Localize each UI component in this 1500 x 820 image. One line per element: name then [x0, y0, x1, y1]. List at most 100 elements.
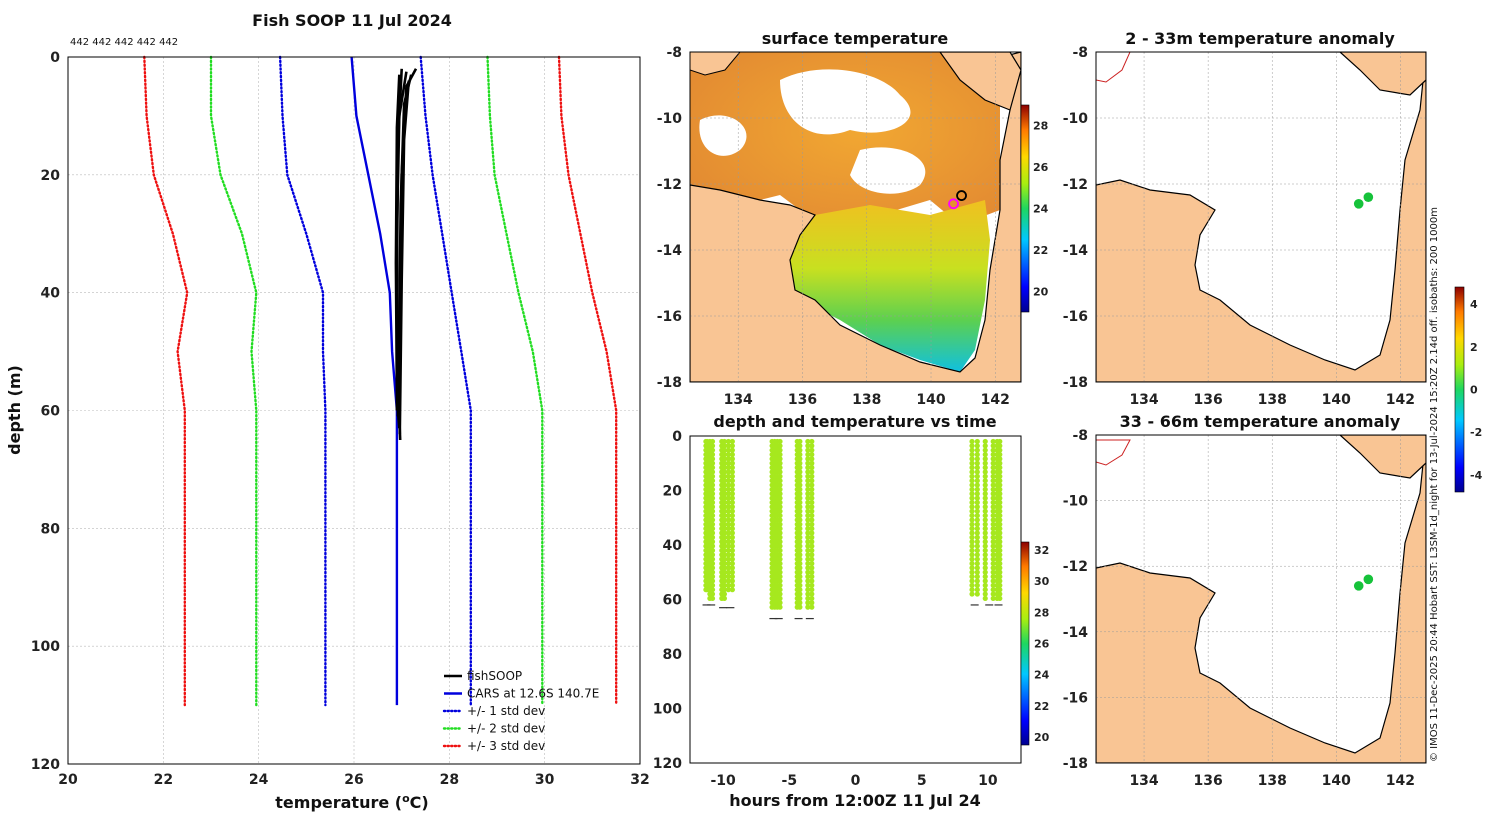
cast-point [809, 473, 815, 479]
lat-tick-label: -14 [1063, 243, 1089, 259]
cast-point [797, 556, 803, 562]
time-y-ticks: 0 20 40 60 80 100 120 [653, 429, 682, 772]
cast-point [709, 569, 716, 575]
cast-point [777, 438, 783, 445]
cast-point [721, 465, 728, 471]
cast-point [974, 508, 980, 514]
cast-point [805, 543, 811, 549]
cast-point [729, 451, 735, 458]
cast-point [797, 600, 803, 606]
cast-point [990, 495, 996, 501]
cast-point [729, 569, 735, 575]
legend-label: fishSOOP [467, 669, 522, 683]
profile-x-label: temperature (oC) [275, 792, 428, 813]
anomaly-map-lower: 33 - 66m temperature anomaly 134 136 138 14… [1063, 412, 1427, 789]
time-colorbar [1020, 541, 1030, 746]
cast-point [721, 543, 728, 549]
cast-point [969, 504, 975, 510]
cast-point [729, 526, 735, 532]
cast-point [709, 478, 716, 484]
x-tick-label: 28 [440, 772, 459, 788]
cast-point [729, 447, 735, 453]
cast-point [974, 530, 980, 536]
cast-point [797, 482, 803, 488]
cast-point [777, 526, 783, 532]
cast-point [729, 478, 735, 484]
cast-point [997, 495, 1003, 501]
cast-point [797, 552, 803, 558]
colorbar-tick-label: 28 [1033, 120, 1048, 133]
cast-point [809, 491, 815, 497]
cast-point [990, 565, 996, 571]
cast-point [805, 504, 811, 510]
cast-point [721, 565, 728, 571]
cast-point [990, 543, 996, 549]
cast-point [982, 465, 988, 471]
cast-point [709, 547, 716, 554]
land-mass [1096, 435, 1426, 763]
colorbar-tick-label: 32 [1034, 544, 1049, 557]
cast-point [809, 547, 815, 554]
cast-point [721, 508, 728, 514]
colorbar-tick-label: 30 [1034, 575, 1050, 588]
cast-point [721, 486, 728, 493]
cast-point [974, 456, 980, 462]
top-count-labels: 442 442 442 442 442 [70, 37, 178, 48]
lat-tick-label: -18 [657, 375, 682, 391]
anomaly-colorbar-ticks: -4 -2 0 2 4 [1470, 298, 1483, 482]
anomaly2-y-ticks: -8 -10 -12 -14 -16 -18 [1063, 428, 1089, 772]
cast-point [805, 465, 811, 471]
cast-point [721, 447, 728, 453]
cast-point [725, 460, 731, 466]
cast-point [797, 534, 803, 540]
cast-point [725, 578, 731, 584]
lat-tick-label: -16 [1063, 690, 1088, 706]
cast-point [797, 438, 803, 445]
cast-point [990, 517, 996, 523]
cast-point [805, 495, 811, 501]
cast-point [725, 547, 731, 554]
cast-point [809, 508, 815, 514]
cast-point [805, 447, 811, 453]
isobath-contour [1096, 52, 1131, 83]
cast-point [990, 482, 996, 488]
cast-point [725, 456, 731, 462]
cast-point [969, 508, 975, 514]
cast-point [725, 438, 731, 445]
colorbar-tick-label: 28 [1034, 606, 1049, 619]
cast-point [805, 539, 811, 545]
x-tick-label: 22 [154, 772, 173, 788]
cast-point [725, 552, 731, 558]
cast-point [997, 447, 1003, 453]
anomaly1-points [1353, 192, 1374, 209]
cast-point [729, 482, 735, 488]
cast-point [725, 521, 731, 527]
cast-point [721, 582, 728, 588]
cast-point [809, 465, 815, 471]
cast-point [721, 438, 728, 445]
cast-point [729, 574, 735, 580]
anomaly-colorbar [1454, 286, 1465, 493]
legend-label: +/- 1 std dev [467, 704, 545, 718]
cast-point [725, 482, 731, 488]
cast-point [974, 543, 980, 549]
cast-point [797, 499, 803, 506]
cast-point [805, 491, 811, 497]
cast-point [709, 508, 716, 514]
cast-point [974, 578, 980, 584]
cast-point [974, 569, 980, 575]
cast-point [969, 565, 975, 571]
cast-point [777, 478, 783, 484]
cast-point [709, 473, 716, 479]
cast-point [721, 530, 728, 536]
lat-tick-label: -14 [657, 243, 683, 259]
cast-point [969, 587, 975, 593]
cast-point [729, 547, 735, 554]
cast-point [809, 469, 815, 475]
cast-point [725, 465, 731, 471]
colorbar-tick-label: 22 [1034, 700, 1049, 713]
cast-point [969, 447, 975, 453]
cast-point [797, 547, 803, 554]
side-caption: © IMOS 11-Dec-2025 20:44 Hobart SST: L3S… [1429, 207, 1440, 762]
cast-point [997, 478, 1003, 484]
